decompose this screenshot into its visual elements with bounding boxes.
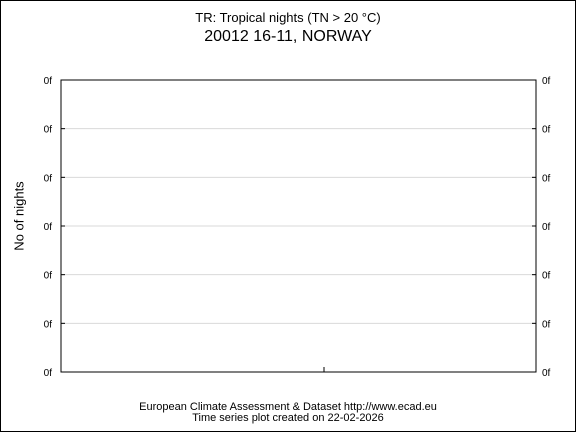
y-tick-label-left: 0f <box>44 173 53 184</box>
y-tick-label-right: 0f <box>542 125 551 136</box>
footer-source: European Climate Assessment & Dataset ht… <box>139 401 437 413</box>
y-tick-label-left: 0f <box>44 222 53 233</box>
y-tick-label-right: 0f <box>542 173 551 184</box>
y-tick-label-left: 0f <box>44 125 53 136</box>
y-tick-label-left: 0f <box>44 368 53 379</box>
y-tick-label-left: 0f <box>44 271 53 282</box>
chart-subtitle: 20012 16-11, NORWAY <box>204 28 372 45</box>
y-tick-label-right: 0f <box>542 368 551 379</box>
y-tick-label-right: 0f <box>542 76 551 87</box>
chart-title: TR: Tropical nights (TN > 20 °C) <box>195 10 381 25</box>
y-tick-label-left: 0f <box>44 76 53 87</box>
y-axis-ticks: 0f 0f 0f 0f 0f 0f 0f 0f 0f 0f 0f 0f 0f 0f <box>44 76 551 379</box>
y-tick-label-right: 0f <box>542 222 551 233</box>
y-tick-label-left: 0f <box>44 319 53 330</box>
grid-lines <box>61 128 536 324</box>
y-tick-label-right: 0f <box>542 319 551 330</box>
footer-created: Time series plot created on 22-02-2026 <box>192 412 384 424</box>
y-tick-label-right: 0f <box>542 271 551 282</box>
